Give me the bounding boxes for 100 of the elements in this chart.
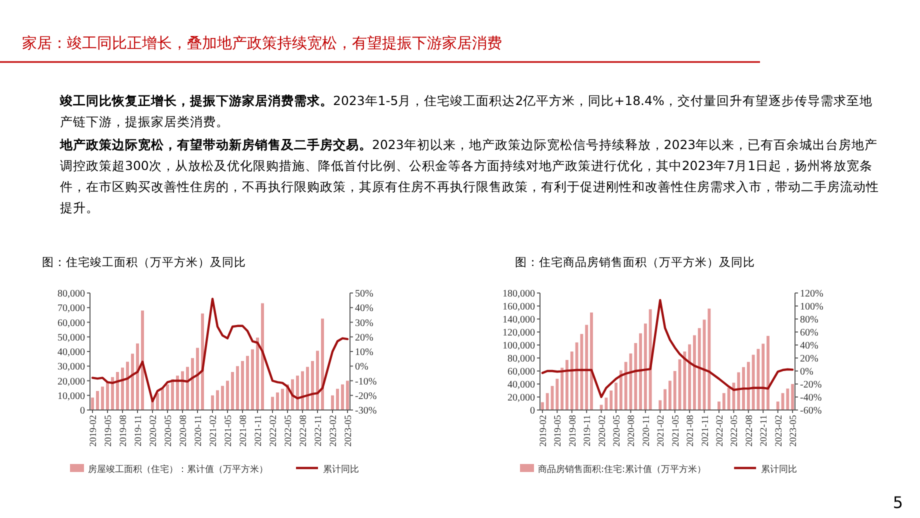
- bar: [251, 349, 254, 410]
- bar: [791, 384, 794, 410]
- y2-tick-label: 80%: [800, 314, 818, 326]
- x-tick-label: 2021-11: [254, 414, 264, 446]
- x-tick-label: 2023-05: [344, 414, 354, 447]
- bar: [141, 310, 144, 410]
- y2-tick-label: 40%: [355, 303, 374, 314]
- x-tick-label: 2021-11: [700, 414, 711, 446]
- y2-tick-label: -60%: [800, 406, 822, 416]
- bar: [668, 380, 672, 410]
- y-tick-label: 40,000: [508, 380, 535, 390]
- bar: [752, 354, 755, 410]
- bar: [96, 390, 99, 410]
- y2-tick-label: 120%: [800, 288, 824, 300]
- bar: [786, 388, 790, 410]
- x-tick-label: 2021-02: [656, 414, 667, 447]
- x-tick-label: 2019-08: [568, 414, 578, 447]
- bar: [281, 388, 284, 410]
- bar: [301, 371, 304, 410]
- y-tick-label: 180,000: [502, 288, 535, 300]
- x-tick-label: 2021-05: [671, 414, 682, 447]
- y2-tick-label: -10%: [355, 376, 377, 388]
- y2-tick-label: 10%: [355, 347, 374, 358]
- bar: [766, 336, 770, 410]
- text: 地产政策边际宽松，有望带动新房销售及二手房交易。2023年初以来，地产政策边际宽松信号持续释放，2023年以来，已有百余城出台房地产调控政策超300次，从放松及优化限购措施、降低首付比例、公积金等各方面持续对地产政策进行优化，其中2023年7月1日起，扬州将放宽条件，在市区购买改善性住房的，不再执行限购政策，其原有住房不再执行限售政策，有利于促进刚性和改善性住房需求入市，带动二手房流动性提升。: [60, 136, 880, 217]
- bar: [341, 384, 344, 410]
- bar: [614, 382, 618, 410]
- bar: [718, 402, 720, 410]
- x-tick-label: 2019-11: [134, 414, 144, 446]
- y2-tick-label: 40%: [800, 340, 818, 352]
- bar: [639, 333, 642, 410]
- bar: [644, 324, 647, 410]
- y-tick-label: 40,000: [58, 347, 85, 358]
- bar: [221, 386, 224, 410]
- x-tick-label: 2021-02: [209, 414, 219, 447]
- x-tick-label: 2021-08: [239, 414, 249, 447]
- bar: [683, 352, 686, 410]
- y2-tick-label: -20%: [800, 380, 822, 390]
- bar: [624, 362, 628, 410]
- bar: [131, 354, 134, 410]
- bar: [346, 380, 349, 410]
- y-tick-label: 100,000: [502, 340, 535, 352]
- x-tick-label: 2019-02: [89, 414, 99, 447]
- y-tick-label: 140,000: [502, 314, 535, 326]
- bar: [698, 328, 701, 410]
- bar: [191, 358, 194, 410]
- y2-tick-label: 0%: [355, 362, 368, 373]
- bar: [336, 388, 339, 410]
- bar: [634, 343, 638, 410]
- legend-label: 累计同比: [323, 464, 359, 475]
- y2-tick-label: -30%: [355, 406, 377, 416]
- text: 5: [892, 493, 903, 512]
- bar: [316, 350, 319, 410]
- x-tick-label: 2022-02: [715, 414, 726, 447]
- text: 家居：竣工同比正增长，叠加地产政策持续宽松，有望提振下游家居消费: [22, 34, 502, 52]
- bar: [101, 386, 104, 410]
- y-tick-label: 50,000: [58, 332, 85, 344]
- bar: [181, 371, 184, 410]
- bar: [742, 367, 745, 410]
- bar: [196, 348, 199, 410]
- bar: [619, 370, 622, 410]
- bar: [166, 384, 169, 410]
- x-tick-label: 2020-02: [149, 414, 159, 447]
- bar: [311, 361, 314, 410]
- legend-label: 房屋竣工面积（住宅）：累计值（万平方米）: [88, 464, 268, 475]
- chart-title: 图：住宅商品房销售面积（万平方米）及同比: [515, 255, 755, 269]
- bar: [121, 368, 124, 410]
- x-tick-label: 2023-02: [774, 414, 784, 447]
- chart-title: 图：住宅竣工面积（万平方米）及同比: [42, 255, 246, 269]
- x-tick-label: 2019-02: [538, 414, 549, 447]
- y2-tick-label: 50%: [355, 288, 374, 300]
- bar: [331, 395, 334, 410]
- y-tick-label: 80,000: [508, 354, 535, 364]
- x-tick-label: 2022-08: [299, 414, 309, 447]
- bar: [737, 372, 740, 410]
- bar: [546, 393, 549, 410]
- y-tick-label: 30,000: [58, 362, 85, 373]
- bar: [664, 389, 667, 410]
- bar: [693, 335, 696, 410]
- bar: [590, 312, 593, 410]
- bar: [201, 313, 204, 410]
- x-tick-label: 2020-08: [627, 414, 638, 447]
- x-tick-label: 2021-08: [686, 414, 696, 447]
- bar: [176, 376, 179, 410]
- text: 竣工同比恢复正增长，提振下游家居消费需求。2023年1-5月，住宅竣工面积达2亿平方米，同比+18.4%，交付量回升有望逐步传导需求至地产链下游，提振家居类消费。: [60, 93, 872, 129]
- bar: [610, 390, 613, 410]
- bar: [171, 379, 174, 410]
- bar: [226, 380, 229, 410]
- bar: [211, 395, 214, 410]
- bar: [321, 318, 324, 410]
- bar: [236, 366, 239, 410]
- x-tick-label: 2019-08: [119, 414, 129, 447]
- bar: [722, 393, 726, 410]
- bar: [271, 396, 274, 410]
- bar: [746, 362, 750, 410]
- x-tick-label: 2020-05: [612, 414, 623, 447]
- bar: [540, 402, 544, 410]
- x-tick-label: 2022-05: [284, 414, 294, 447]
- y2-tick-label: 30%: [355, 318, 374, 329]
- x-tick-label: 2021-05: [224, 414, 234, 447]
